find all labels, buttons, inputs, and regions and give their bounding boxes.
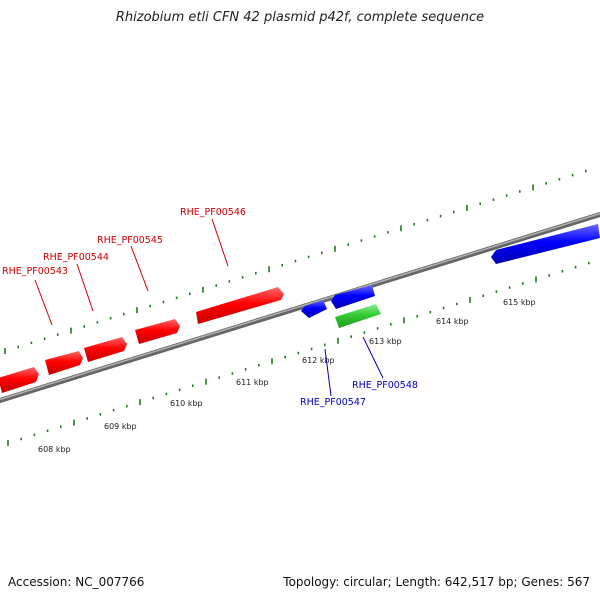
gene-label-rhe-pf00547[interactable]: RHE_PF00547 xyxy=(300,397,366,408)
other-genes xyxy=(335,304,381,328)
summary-text: Topology: circular; Length: 642,517 bp; … xyxy=(283,575,590,589)
scale-label: 614 kbp xyxy=(436,317,469,326)
gene-label-rhe-pf00546[interactable]: RHE_PF00546 xyxy=(180,207,246,218)
gene-arrow[interactable] xyxy=(0,367,39,393)
gene-arrow[interactable] xyxy=(196,287,284,324)
gene-label-rhe-pf00543[interactable]: RHE_PF00543 xyxy=(2,266,68,277)
scale-label: 609 kbp xyxy=(104,422,137,431)
gene-arrow[interactable] xyxy=(135,319,180,344)
gene-arrow[interactable] xyxy=(491,224,600,264)
gene-arrow[interactable] xyxy=(331,285,375,309)
gene-label-rhe-pf00548[interactable]: RHE_PF00548 xyxy=(352,380,418,391)
scale-label: 608 kbp xyxy=(38,445,71,454)
gene-arrow[interactable] xyxy=(45,351,83,375)
scale-label: 615 kbp xyxy=(503,298,536,307)
forward-genes xyxy=(0,287,284,393)
scale-labels: 608 kbp 609 kbp 610 kbp 611 kbp 612 kbp … xyxy=(38,298,536,454)
label-leaders xyxy=(34,218,384,397)
accession-text: Accession: NC_007766 xyxy=(8,575,145,589)
gene-label-rhe-pf00545[interactable]: RHE_PF00545 xyxy=(97,235,163,246)
gene-arrow[interactable] xyxy=(301,300,327,318)
backbone xyxy=(0,211,600,404)
tick-track-lower xyxy=(7,261,590,446)
gene-labels: RHE_PF00543 RHE_PF00544 RHE_PF00545 RHE_… xyxy=(2,207,418,408)
map-title: Rhizobium etli CFN 42 plasmid p42f, comp… xyxy=(115,10,485,25)
scale-label: 613 kbp xyxy=(369,337,402,346)
gene-label-rhe-pf00544[interactable]: RHE_PF00544 xyxy=(43,252,109,263)
scale-label: 612 kbp xyxy=(302,356,335,365)
reverse-genes xyxy=(301,224,600,318)
gene-arrow[interactable] xyxy=(84,337,127,362)
gene-arrow[interactable] xyxy=(335,304,381,328)
scale-label: 611 kbp xyxy=(236,378,269,387)
scale-label: 610 kbp xyxy=(170,399,203,408)
tick-track-upper xyxy=(4,169,587,354)
